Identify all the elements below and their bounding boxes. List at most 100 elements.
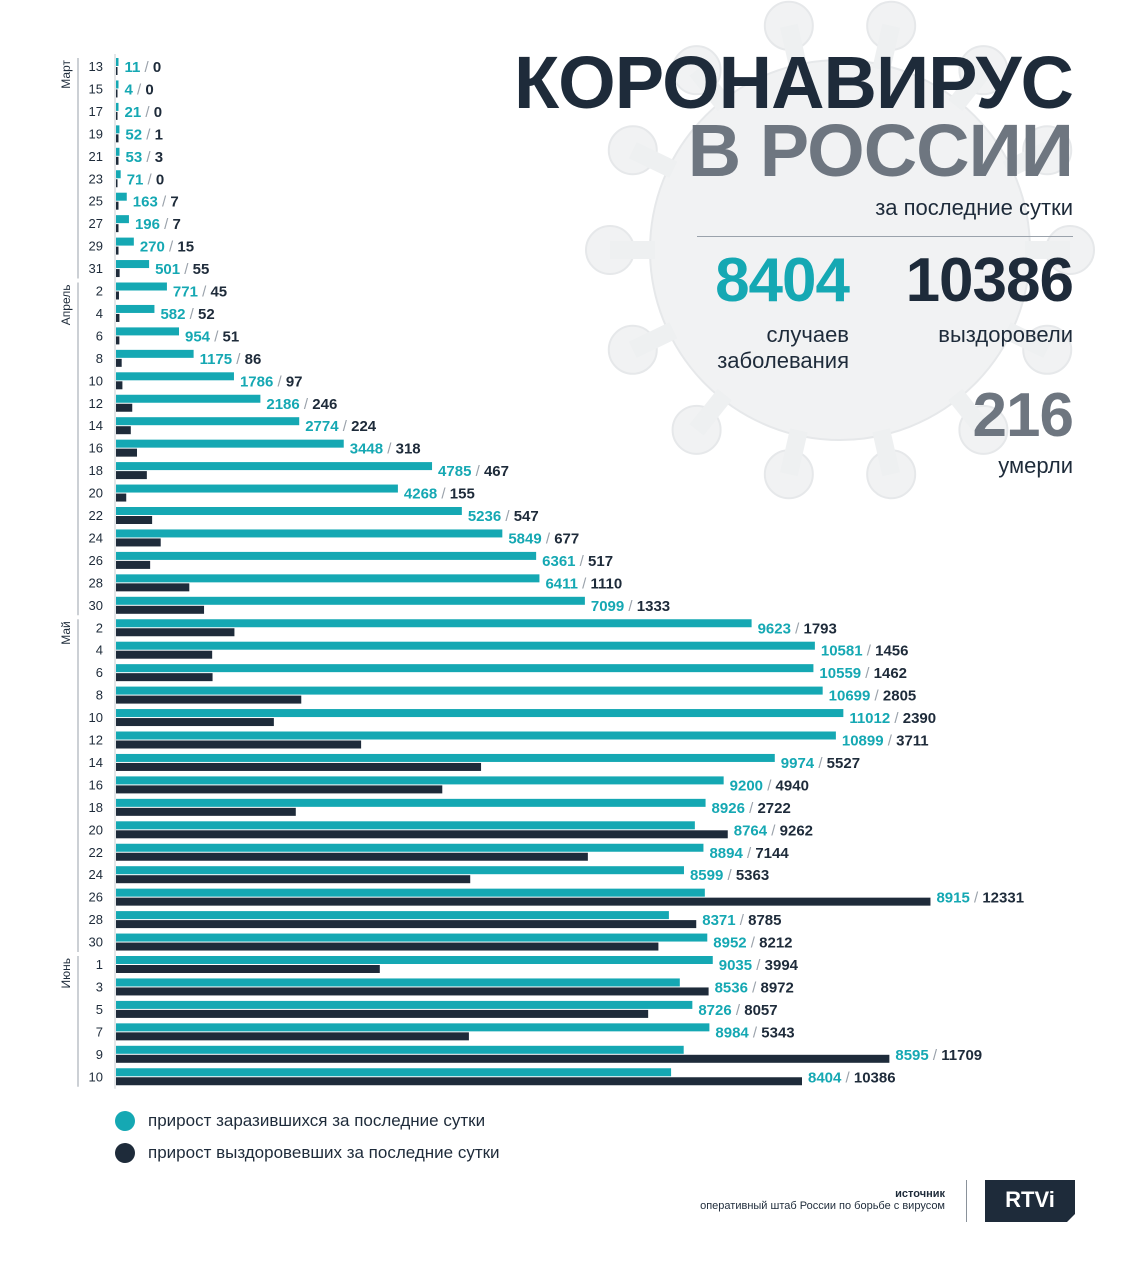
bar-recovered [116, 426, 131, 435]
tick-label: 24 [89, 867, 103, 882]
tick-label: 26 [89, 553, 103, 568]
data-label-recovered: 1333 [637, 598, 670, 615]
deaths-count: 216 [972, 381, 1074, 450]
data-label: 5236 / 547 [468, 508, 539, 525]
data-label-separator: / [165, 239, 178, 256]
tick-label: 8 [96, 688, 103, 703]
data-label-separator: / [861, 665, 874, 682]
bar-cases [116, 349, 194, 358]
data-label: 9035 / 3994 [719, 957, 799, 974]
virus-spike-stalk [689, 64, 732, 111]
data-label-separator: / [133, 81, 146, 98]
bar-recovered [116, 1077, 802, 1086]
bar-recovered [116, 493, 127, 502]
bar-recovered [116, 718, 274, 727]
bar-recovered [116, 224, 119, 233]
tick-label: 1 [96, 957, 103, 972]
tick-label: 30 [89, 935, 103, 950]
tick-label: 7 [96, 1024, 103, 1039]
legend-swatch-cases [115, 1111, 135, 1131]
tick-label: 14 [89, 755, 103, 770]
data-label-cases: 71 [127, 171, 144, 188]
data-label-recovered: 155 [450, 486, 475, 503]
cases-caption-line-2: заболевания [717, 348, 849, 373]
tick-label: 4 [96, 306, 103, 321]
data-label-cases: 954 [185, 328, 211, 345]
data-label: 9623 / 1793 [758, 620, 837, 637]
data-label-cases: 8404 [808, 1069, 842, 1086]
data-label-cases: 9974 [781, 755, 815, 772]
data-label: 1175 / 86 [200, 351, 262, 368]
bar-recovered [116, 89, 118, 98]
data-label-recovered: 1793 [803, 620, 836, 637]
bar-recovered [116, 560, 151, 569]
data-label: 8599 / 5363 [690, 867, 769, 884]
bar-recovered [116, 583, 190, 592]
data-label: 2186 / 246 [266, 396, 337, 413]
bar-cases [116, 1045, 684, 1054]
bar-cases [116, 1068, 672, 1077]
virus-spike-stalk [948, 389, 991, 436]
tick-label: 16 [89, 441, 103, 456]
data-label: 53 / 3 [126, 149, 164, 166]
bar-cases [116, 641, 815, 650]
data-label-recovered: 3994 [765, 957, 799, 974]
bar-cases [116, 753, 775, 762]
bar-cases [116, 215, 129, 224]
legend-item-cases: прирост заразившихся за последние сутки [115, 1111, 485, 1131]
legend-label-recovered: прирост выздоровевших за последние сутки [148, 1143, 500, 1162]
bar-cases [116, 237, 134, 246]
data-label-recovered: 97 [286, 373, 303, 390]
bar-cases [116, 80, 119, 89]
data-label-separator: / [624, 598, 637, 615]
data-label-separator: / [745, 800, 758, 817]
data-label-cases: 501 [155, 261, 180, 278]
tick-label: 28 [89, 575, 103, 590]
data-label-separator: / [185, 306, 198, 323]
tick-label: 28 [89, 912, 103, 927]
data-label-cases: 2774 [305, 418, 339, 435]
bar-cases [116, 372, 234, 381]
bar-recovered [116, 111, 118, 120]
bar-cases [116, 574, 540, 583]
bar-cases [116, 731, 836, 740]
bar-cases [116, 304, 155, 313]
data-label-cases: 10559 [819, 665, 861, 682]
data-label-separator: / [140, 59, 153, 76]
data-label-cases: 9200 [730, 777, 763, 794]
data-label-separator: / [747, 935, 760, 952]
data-label-separator: / [814, 755, 827, 772]
bar-cases [116, 821, 695, 830]
data-label-cases: 8726 [698, 1002, 731, 1019]
virus-spike-stalk [689, 389, 732, 436]
data-label: 501 / 55 [155, 261, 209, 278]
data-label-cases: 9035 [719, 957, 752, 974]
data-label-separator: / [542, 530, 555, 547]
bar-recovered [116, 471, 147, 480]
tick-label: 6 [96, 665, 103, 680]
data-label-recovered: 10386 [854, 1069, 896, 1086]
bar-recovered [116, 269, 120, 278]
data-label-cases: 1175 [200, 351, 233, 368]
virus-spike-stalk [628, 142, 678, 178]
bar-cases [116, 776, 724, 785]
bar-recovered [116, 313, 120, 322]
bar-recovered [116, 605, 205, 614]
bar-cases [116, 843, 704, 852]
data-label: 8536 / 8972 [715, 979, 794, 996]
tick-label: 12 [89, 733, 103, 748]
subtitle: за последние сутки [875, 195, 1073, 220]
data-label-recovered: 55 [193, 261, 210, 278]
bar-recovered [116, 246, 119, 255]
tick-label: 22 [89, 508, 103, 523]
tick-label: 31 [89, 261, 103, 276]
data-label-recovered: 224 [351, 418, 377, 435]
tick-label: 26 [89, 890, 103, 905]
bar-recovered [116, 156, 119, 165]
data-label-cases: 52 [125, 126, 142, 143]
data-label: 10699 / 2805 [829, 688, 917, 705]
data-label-recovered: 0 [153, 59, 161, 76]
bar-cases [116, 58, 119, 66]
data-label-cases: 10699 [829, 688, 871, 705]
bar-recovered [116, 695, 302, 704]
